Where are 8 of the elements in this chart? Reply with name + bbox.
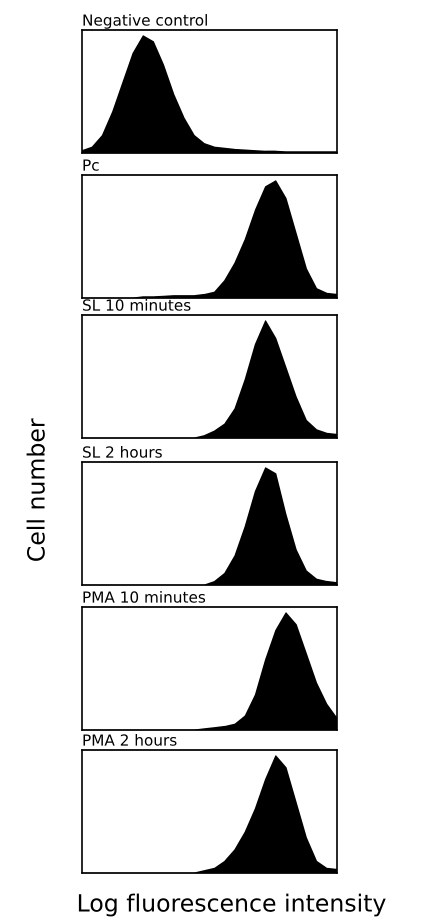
y-axis-title: Cell number [26,418,45,561]
chart-title: PMA 10 minutes [84,590,206,603]
chart-title: SL 2 hours [83,446,162,458]
chart-title: PMA 2 hours [84,734,176,746]
chart-title: SL 10 minutes [83,298,190,311]
chart-title: Pc [84,159,99,171]
chart-title: Negative control [84,14,207,29]
x-axis-title: Log fluorescence intensity [78,894,386,916]
